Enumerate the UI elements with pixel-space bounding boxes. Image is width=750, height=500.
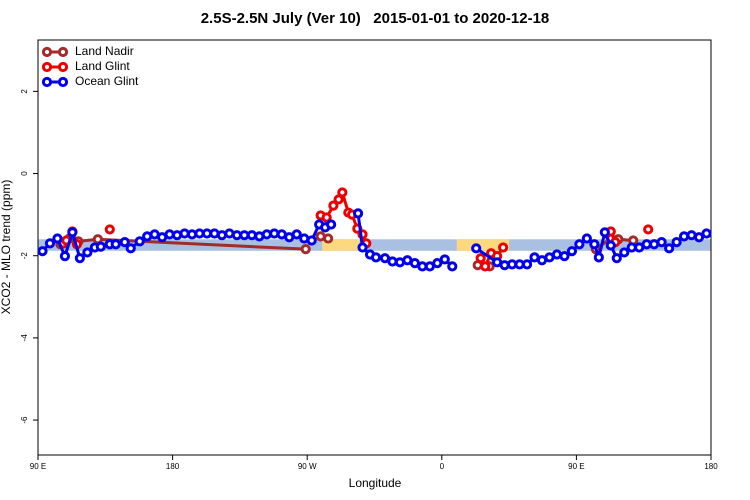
data-point (67, 227, 78, 238)
data-point (52, 233, 63, 244)
data-point (370, 252, 382, 263)
data-point (480, 261, 491, 272)
data-point (447, 261, 458, 272)
data-point (581, 233, 592, 244)
data-point (321, 212, 332, 223)
data-point (37, 246, 48, 257)
shaded-band (322, 239, 360, 251)
data-point (119, 237, 130, 248)
data-point (605, 240, 616, 251)
data-point (643, 224, 654, 235)
data-point (664, 243, 675, 254)
plot-frame (37, 39, 712, 456)
data-point (521, 259, 533, 270)
data-point (125, 243, 136, 254)
data-point (134, 236, 145, 247)
data-point (328, 200, 339, 211)
data-point (323, 233, 334, 244)
x-tick-label: 180 (704, 462, 718, 471)
data-point (619, 247, 630, 258)
data-point (326, 219, 337, 230)
shaded-band (38, 239, 711, 251)
data-point (574, 239, 585, 250)
y-tick-label: 0 (20, 171, 29, 176)
data-point (306, 235, 317, 246)
data-point (59, 251, 71, 262)
data-point (589, 239, 600, 250)
x-tick-label: 180 (166, 462, 180, 471)
legend-marker (57, 76, 69, 88)
data-point (701, 228, 712, 239)
y-axis-label: XCO2 - MLO trend (ppm) (0, 180, 13, 315)
data-point (104, 224, 115, 235)
x-tick-label: 90 W (298, 462, 317, 471)
data-point (337, 187, 348, 198)
legend-marker (41, 76, 53, 88)
legend-label: Land Nadir (75, 44, 134, 58)
data-point (656, 237, 667, 248)
legend-label: Ocean Glint (75, 74, 139, 88)
data-point (82, 247, 93, 258)
legend-marker (41, 61, 53, 73)
legend-marker (57, 46, 69, 58)
y-tick-label: -4 (20, 334, 29, 342)
x-tick-label: 0 (440, 462, 445, 471)
data-point (671, 237, 682, 248)
data-point (300, 244, 311, 255)
chart-title: 2.5S-2.5N July (Ver 10) 2015-01-01 to 20… (201, 10, 550, 27)
data-point (352, 208, 364, 219)
data-point (432, 258, 443, 269)
legend-label: Land Glint (75, 59, 130, 73)
data-point (74, 253, 85, 264)
legend-marker (57, 61, 69, 73)
data-point (611, 253, 622, 264)
data-point (95, 241, 106, 252)
y-tick-label: -6 (20, 416, 29, 424)
data-point (475, 253, 486, 264)
data-point (110, 239, 121, 250)
legend-marker (41, 46, 53, 58)
data-point (559, 251, 570, 262)
data-point (357, 242, 368, 253)
data-point (593, 252, 604, 263)
x-tick-label: 90 E (568, 462, 584, 471)
x-axis-label: Longitude (349, 476, 402, 490)
data-point (566, 246, 578, 257)
y-tick-label: -2 (20, 252, 29, 260)
data-point (439, 254, 450, 265)
data-point (246, 230, 257, 241)
data-point (44, 238, 56, 249)
data-point (678, 231, 690, 242)
data-point (498, 242, 509, 253)
data-point (291, 229, 302, 240)
data-point (599, 227, 610, 238)
y-tick-label: 2 (20, 89, 29, 94)
data-point (471, 243, 482, 254)
data-point (693, 232, 705, 243)
shaded-band (456, 239, 510, 251)
x-tick-label: 90 E (30, 462, 46, 471)
